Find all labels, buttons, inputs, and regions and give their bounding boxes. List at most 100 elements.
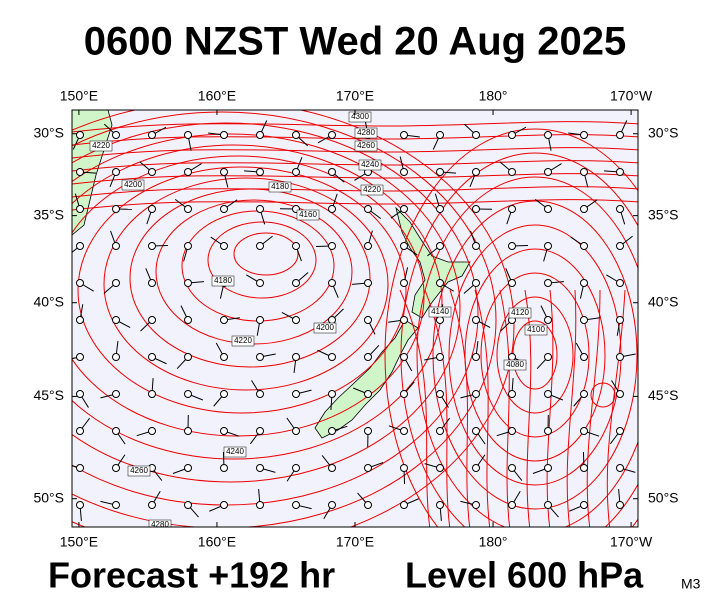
contour-label: 4200 <box>124 180 142 189</box>
lon-tick-label: 170°E <box>336 88 374 104</box>
lat-tick-label: 35°S <box>648 206 679 222</box>
wind-station <box>473 354 480 361</box>
model-label: M3 <box>681 576 701 592</box>
wind-station <box>329 280 336 287</box>
wind-station <box>185 391 192 398</box>
wind-station <box>365 206 372 213</box>
wind-station <box>149 317 156 324</box>
lat-tick-label: 30°S <box>33 124 64 140</box>
wind-station <box>365 280 372 287</box>
wind-station <box>617 465 624 472</box>
wind-station <box>149 169 156 176</box>
wind-station <box>77 428 84 435</box>
wind-station <box>149 391 156 398</box>
wind-station <box>617 354 624 361</box>
wind-station <box>437 280 444 287</box>
wind-station <box>149 502 156 509</box>
wind-station <box>221 132 228 139</box>
contour-label: 4240 <box>361 160 379 169</box>
wind-station <box>365 502 372 509</box>
wind-station <box>221 317 228 324</box>
wind-station <box>509 391 516 398</box>
wind-station <box>473 280 480 287</box>
wind-station <box>77 465 84 472</box>
wind-station <box>221 169 228 176</box>
contour-label: 4140 <box>431 307 449 316</box>
lon-tick-label: 180° <box>479 534 508 550</box>
wind-station <box>401 354 408 361</box>
wind-station <box>617 206 624 213</box>
wind-station <box>329 428 336 435</box>
wind-station <box>581 428 588 435</box>
wind-station <box>185 280 192 287</box>
lon-tick-label: 170°W <box>610 88 653 104</box>
wind-station <box>437 132 444 139</box>
wind-station <box>509 206 516 213</box>
wind-station <box>617 428 624 435</box>
wind-station <box>221 428 228 435</box>
wind-station <box>149 428 156 435</box>
wind-station <box>293 354 300 361</box>
wind-station <box>185 317 192 324</box>
wind-station <box>113 391 120 398</box>
wind-station <box>473 132 480 139</box>
wind-station <box>545 132 552 139</box>
wind-station <box>221 354 228 361</box>
wind-station <box>185 354 192 361</box>
wind-station <box>329 391 336 398</box>
wind-station <box>77 132 84 139</box>
wind-station <box>77 169 84 176</box>
wind-station <box>221 465 228 472</box>
wind-station <box>437 206 444 213</box>
wind-station <box>77 280 84 287</box>
wind-station <box>293 280 300 287</box>
wind-station <box>293 243 300 250</box>
wind-station <box>545 391 552 398</box>
wind-station <box>77 391 84 398</box>
wind-station <box>329 243 336 250</box>
wind-station <box>509 465 516 472</box>
contour-label: 4300 <box>351 112 369 121</box>
wind-station <box>581 280 588 287</box>
wind-station <box>329 465 336 472</box>
wind-station <box>257 391 264 398</box>
wind-station <box>185 243 192 250</box>
wind-station <box>77 243 84 250</box>
wind-station <box>437 317 444 324</box>
wind-station <box>473 391 480 398</box>
lon-tick-label: 170°E <box>336 534 374 550</box>
wind-station <box>293 391 300 398</box>
contour-label: 4280 <box>357 128 375 137</box>
wind-station <box>437 169 444 176</box>
wind-station <box>545 169 552 176</box>
wind-station <box>401 206 408 213</box>
contour-label: 4240 <box>226 447 244 456</box>
wind-station <box>257 280 264 287</box>
wind-station <box>581 317 588 324</box>
wind-station <box>185 428 192 435</box>
wind-station <box>581 169 588 176</box>
wind-station <box>113 317 120 324</box>
wind-station <box>509 132 516 139</box>
wind-station <box>545 243 552 250</box>
sea <box>72 110 638 527</box>
contour-label: 4220 <box>234 336 252 345</box>
lat-tick-label: 50°S <box>33 489 64 505</box>
wind-station <box>617 132 624 139</box>
wind-station <box>257 169 264 176</box>
wind-station <box>329 502 336 509</box>
wind-station <box>293 169 300 176</box>
wind-station <box>329 169 336 176</box>
contour-label: 4220 <box>363 185 381 194</box>
wind-station <box>77 206 84 213</box>
wind-station <box>581 391 588 398</box>
wind-station <box>401 169 408 176</box>
wind-station <box>401 317 408 324</box>
wind-station <box>329 206 336 213</box>
wind-station <box>293 132 300 139</box>
lon-tick-label: 150°E <box>60 88 98 104</box>
wind-station <box>401 428 408 435</box>
wind-station <box>545 280 552 287</box>
wind-station <box>437 243 444 250</box>
wind-station <box>545 428 552 435</box>
